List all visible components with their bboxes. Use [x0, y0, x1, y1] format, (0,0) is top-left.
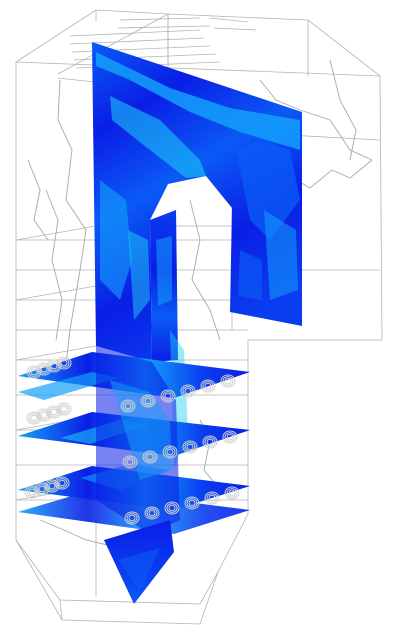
burner-ring	[164, 392, 172, 400]
burner-ring	[144, 397, 152, 405]
burner-ring	[182, 440, 198, 454]
burner-ring	[120, 399, 136, 413]
burner-ring	[26, 487, 38, 497]
burner-ring	[124, 402, 132, 410]
burner-ring	[48, 482, 56, 490]
burner-ring	[144, 452, 156, 462]
burner-ring	[58, 479, 66, 487]
burner-ring	[58, 358, 70, 368]
burner-ring	[224, 432, 236, 442]
burner-ring	[204, 382, 212, 390]
burner-ring	[228, 489, 236, 497]
burner-ring	[60, 359, 68, 367]
burner-ring	[128, 514, 136, 522]
burner-level-planes	[18, 346, 250, 534]
burner-ring	[204, 437, 216, 447]
burner-ring	[36, 484, 48, 494]
burner-ring	[54, 476, 70, 490]
burner-ring	[126, 513, 138, 523]
burner-ring	[184, 387, 192, 395]
burner-ring	[60, 405, 68, 413]
burner-ring	[58, 404, 70, 414]
burner-ring	[162, 391, 174, 401]
burner-ring	[50, 408, 58, 416]
burner-ring	[162, 445, 178, 459]
burner-ring	[206, 438, 214, 446]
burner-ring	[122, 401, 134, 411]
burner-ring	[224, 486, 240, 500]
burner-ring	[40, 365, 48, 373]
burner-ring	[182, 386, 194, 396]
burner-ring	[164, 501, 180, 515]
burner-ring	[208, 494, 216, 502]
burner-rings	[24, 356, 240, 525]
burner-ring	[222, 430, 238, 444]
burner-ring	[142, 396, 154, 406]
burner-ring	[202, 435, 218, 449]
burner-ring	[48, 407, 60, 417]
burner-ring	[38, 485, 46, 493]
burner-ring	[122, 455, 138, 469]
burner-ring	[38, 410, 50, 420]
burner-ring	[40, 411, 48, 419]
burner-ring	[180, 384, 196, 398]
burner-ring	[186, 443, 194, 451]
burner-ring	[56, 402, 72, 416]
burner-ring	[200, 379, 216, 393]
burner-ring	[56, 478, 68, 488]
burner-ring	[48, 361, 60, 371]
burner-ring	[188, 499, 196, 507]
burner-ring	[168, 504, 176, 512]
burner-ring	[126, 458, 134, 466]
burner-ring	[206, 493, 218, 503]
burner-ring	[184, 496, 200, 510]
burner-ring	[184, 442, 196, 452]
burner-ring	[124, 511, 140, 525]
burner-ring	[46, 481, 58, 491]
burner-ring	[28, 413, 40, 423]
burner-ring	[204, 491, 220, 505]
burner-ring	[30, 414, 38, 422]
burner-ring	[140, 394, 156, 408]
burner-ring	[186, 498, 198, 508]
hopper-section	[104, 520, 174, 604]
burner-ring	[28, 367, 40, 377]
burner-ring	[38, 364, 50, 374]
burner-ring	[56, 356, 72, 370]
burner-ring	[222, 376, 234, 386]
burner-ring	[28, 488, 36, 496]
burner-ring	[30, 368, 38, 376]
burner-ring	[202, 381, 214, 391]
burner-ring	[220, 374, 236, 388]
burner-ring	[166, 448, 174, 456]
burner-ring	[226, 433, 234, 441]
burner-ring	[160, 389, 176, 403]
burner-ring	[164, 447, 176, 457]
burner-ring	[146, 508, 158, 518]
burner-ring	[224, 377, 232, 385]
burner-ring	[124, 457, 136, 467]
burner-ring	[144, 506, 160, 520]
burner-ring	[226, 488, 238, 498]
front-wall-section	[92, 42, 302, 362]
burner-ring	[146, 453, 154, 461]
burner-ring	[142, 450, 158, 464]
burner-ring	[50, 362, 58, 370]
burner-ring	[148, 509, 156, 517]
burner-ring	[166, 503, 178, 513]
